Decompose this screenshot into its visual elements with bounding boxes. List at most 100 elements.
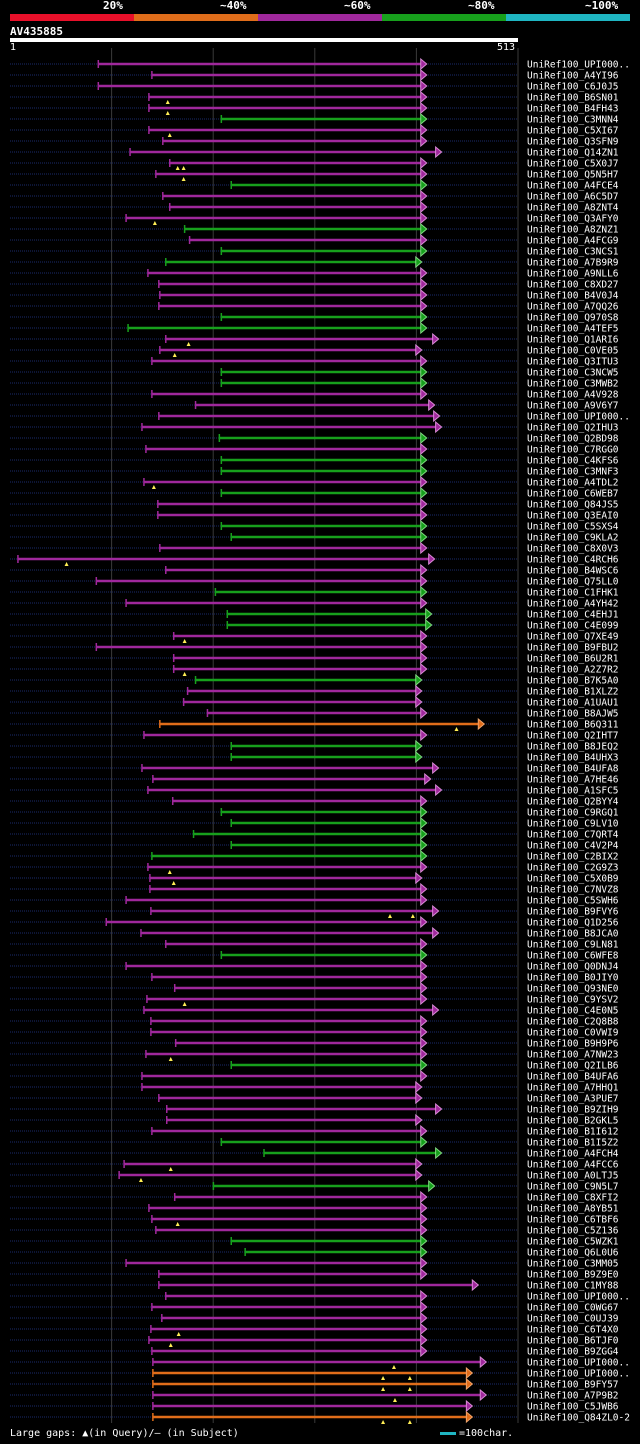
hit-arrow [465, 1399, 474, 1413]
hit-label: UniRef100_UPI000.. [527, 1358, 630, 1369]
hit-label: UniRef100_C5JWB6 [527, 1402, 619, 1413]
hit-row: UniRef100_C5X0J7 [10, 156, 619, 170]
hit-row: UniRef100_C2BIX2 [10, 849, 619, 863]
hit-row: UniRef100_C5SXS4 [10, 519, 619, 533]
hit-row: UniRef100_A6C5D7 [10, 189, 619, 203]
query-gap-marker [186, 342, 191, 346]
hit-row: UniRef100_A8ZNZ1 [10, 222, 619, 236]
hit-arrow [420, 1135, 428, 1149]
hit-label: UniRef100_C7NVZ8 [527, 885, 619, 896]
hit-arrow [420, 629, 428, 643]
hit-arrow [415, 1113, 423, 1127]
hit-label: UniRef100_C6T4X0 [527, 1325, 619, 1336]
hit-arrow [420, 266, 428, 280]
hit-row: UniRef100_C5WZK1 [10, 1234, 619, 1248]
hit-arrow [420, 112, 428, 126]
hit-row: UniRef100_B9H9P6 [10, 1036, 619, 1050]
hit-row: UniRef100_C3MWB2 [10, 376, 619, 390]
hit-label: UniRef100_A7HE46 [527, 775, 619, 786]
hit-label: UniRef100_A8ZNZ1 [527, 225, 619, 236]
hit-row: UniRef100_A4FCH4 [10, 1146, 619, 1160]
hit-arrow [420, 464, 428, 478]
hit-arrow [471, 1278, 480, 1292]
hit-row: UniRef100_Q2IHU3 [10, 420, 619, 434]
hit-label: UniRef100_C6WEB7 [527, 489, 619, 500]
hit-row: UniRef100_B0JIY0 [10, 970, 619, 984]
hit-arrow [420, 541, 428, 555]
hit-arrow [420, 1124, 428, 1138]
hit-row: UniRef100_UPI000.. [10, 57, 630, 71]
hit-arrow [420, 1025, 428, 1039]
hit-label: UniRef100_Q2BD98 [527, 434, 619, 445]
hit-row: UniRef100_B2GKL5 [10, 1113, 619, 1127]
hit-row: UniRef100_C5Z136 [10, 1223, 619, 1237]
hit-label: UniRef100_Q1ARI6 [527, 335, 619, 346]
hit-row: UniRef100_C0UJ39 [10, 1311, 619, 1325]
hit-label: UniRef100_C6WFE8 [527, 951, 619, 962]
hit-label: UniRef100_B9ZGG4 [527, 1347, 619, 1358]
hit-label: UniRef100_C1MY88 [527, 1281, 619, 1292]
hit-label: UniRef100_Q0DNJ4 [527, 962, 619, 973]
hit-label: UniRef100_C1FHK1 [527, 588, 619, 599]
query-gap-marker [181, 177, 186, 181]
hit-row: UniRef100_Q3ITU3 [10, 354, 619, 368]
hit-arrow [425, 618, 433, 632]
hit-arrow [420, 1311, 428, 1325]
hit-label: UniRef100_A9V6Y7 [527, 401, 619, 412]
hit-arrow [420, 640, 428, 654]
hit-label: UniRef100_Q3AFY0 [527, 214, 619, 225]
hit-arrow [435, 1146, 443, 1160]
hit-row: UniRef100_B1I5Z2 [10, 1135, 619, 1149]
hit-row: UniRef100_A8YB51 [10, 1201, 619, 1215]
hit-label: UniRef100_A3PUE7 [527, 1094, 619, 1105]
hit-row: UniRef100_A8ZNT4 [10, 200, 619, 214]
hit-label: UniRef100_C4EHJ1 [527, 610, 619, 621]
hit-label: UniRef100_A7B9R9 [527, 258, 619, 269]
hit-row: UniRef100_C2Q8B8 [10, 1014, 619, 1028]
hit-label: UniRef100_B9Z9E0 [527, 1270, 619, 1281]
query-gap-marker [381, 1420, 386, 1424]
hit-arrow [420, 827, 428, 841]
hit-row: UniRef100_B9ZGG4 [10, 1344, 619, 1358]
hit-label: UniRef100_A4FCE4 [527, 181, 619, 192]
hit-label: UniRef100_A4YH42 [527, 599, 619, 610]
hit-label: UniRef100_B9FBU2 [527, 643, 619, 654]
hit-arrow [465, 1410, 474, 1424]
hit-row: UniRef100_A4FCE4 [10, 178, 619, 192]
hit-arrow [432, 904, 440, 918]
hit-arrow [432, 1003, 440, 1017]
hit-label: UniRef100_Q3ITU3 [527, 357, 619, 368]
hit-label: UniRef100_C0VWI9 [527, 1028, 619, 1039]
hit-label: UniRef100_C9RGQ1 [527, 808, 619, 819]
hit-arrow [415, 1080, 423, 1094]
hit-row: UniRef100_C9LN81 [10, 937, 619, 951]
hit-row: UniRef100_C4V2P4 [10, 838, 619, 852]
query-gap-marker [182, 1002, 187, 1006]
hit-label: UniRef100_C9LN81 [527, 940, 619, 951]
hit-label: UniRef100_C3MNF3 [527, 467, 619, 478]
query-gap-marker [182, 639, 187, 643]
hit-label: UniRef100_Q3EAI0 [527, 511, 619, 522]
hit-label: UniRef100_C3NCS1 [527, 247, 619, 258]
hit-row: UniRef100_A7QQ26 [10, 299, 619, 313]
hit-label: UniRef100_B4UFA6 [527, 1072, 619, 1083]
hit-label: UniRef100_C5SWH6 [527, 896, 619, 907]
hit-row: UniRef100_Q3SFN9 [10, 134, 619, 148]
hit-label: UniRef100_Q970S8 [527, 313, 619, 324]
hit-label: UniRef100_Q84ZL0-2 [527, 1413, 630, 1424]
hit-arrow [420, 310, 428, 324]
hit-label: UniRef100_C9KLA2 [527, 533, 619, 544]
hit-row: UniRef100_A7NW23 [10, 1047, 619, 1061]
hit-label: UniRef100_C7RGG0 [527, 445, 619, 456]
hit-label: UniRef100_B1I5Z2 [527, 1138, 619, 1149]
hit-row: UniRef100_B1XLZ2 [10, 684, 619, 698]
hit-row: UniRef100_C7NVZ8 [10, 882, 619, 896]
hit-row: UniRef100_A1SFC5 [10, 783, 619, 797]
hit-arrow [425, 607, 433, 621]
hit-row: UniRef100_C4EHJ1 [10, 607, 619, 621]
hit-arrow [420, 79, 428, 93]
hit-row: UniRef100_UPI000.. [10, 1289, 630, 1303]
hit-arrow [415, 1091, 423, 1105]
hit-label: UniRef100_C5X0J7 [527, 159, 619, 170]
hit-arrow [420, 211, 428, 225]
